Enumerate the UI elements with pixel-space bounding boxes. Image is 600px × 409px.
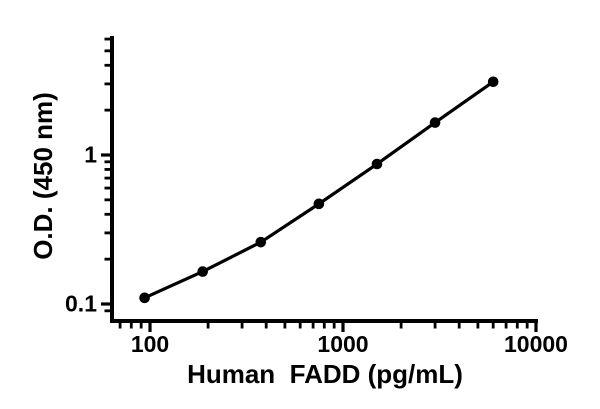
x-tick-label: 1000 (317, 331, 368, 357)
data-point-marker (429, 117, 441, 128)
data-point-marker (313, 198, 325, 210)
x-tick-label: 100 (131, 331, 169, 357)
y-axis-title: O.D. (450 nm) (28, 92, 58, 260)
y-tick-label: 0.1 (65, 291, 97, 317)
series-line (142, 80, 495, 300)
data-point-marker (371, 158, 383, 170)
x-axis-title: Human FADD (pg/mL) (187, 359, 463, 389)
data-point-marker (197, 266, 208, 277)
y-tick-label: 1 (84, 142, 97, 168)
data-point-marker (139, 292, 150, 304)
data-point-marker (487, 76, 499, 88)
x-tick-label: 10000 (504, 331, 568, 357)
data-point-marker (255, 236, 267, 248)
